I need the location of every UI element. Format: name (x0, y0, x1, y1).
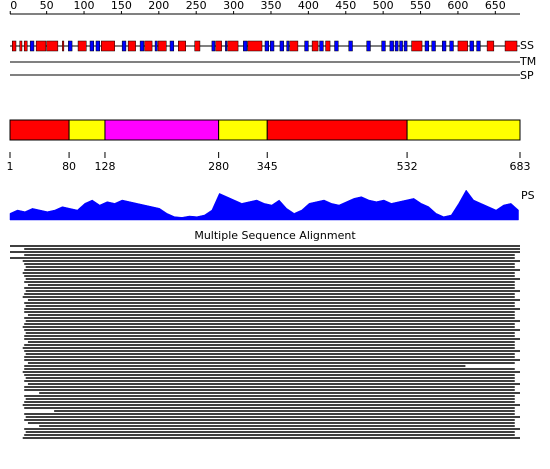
alignment-title: Multiple Sequence Alignment (194, 229, 356, 242)
ruler-label: 400 (298, 0, 319, 12)
strand (403, 40, 408, 52)
strand (319, 40, 324, 52)
strand (476, 40, 481, 52)
strand (169, 40, 175, 52)
helix (11, 40, 17, 52)
ruler-label: 300 (223, 0, 244, 12)
helix (127, 40, 136, 52)
ruler-label: 50 (40, 0, 54, 12)
strand (381, 40, 386, 52)
strand (399, 40, 403, 52)
helix (215, 40, 222, 52)
ruler-label: 550 (410, 0, 431, 12)
boundary-label: 345 (257, 160, 278, 173)
ps-profile (9, 189, 519, 221)
ruler-label: 100 (74, 0, 95, 12)
strand (449, 40, 454, 52)
strand (139, 40, 145, 52)
helix (227, 40, 239, 52)
helix (411, 40, 423, 52)
ruler-label: 350 (260, 0, 281, 12)
strand (394, 40, 399, 52)
helix (457, 40, 468, 52)
domain (218, 119, 268, 141)
ruler-label: 500 (373, 0, 394, 12)
strand (243, 40, 248, 52)
domain (406, 119, 521, 141)
boundary-label: 532 (397, 160, 418, 173)
strand (89, 40, 95, 52)
ss-label: SS (520, 39, 534, 52)
strand (29, 40, 35, 52)
strand (121, 40, 127, 52)
strand (269, 40, 275, 52)
helix (62, 40, 65, 52)
strand (286, 40, 290, 52)
strand (469, 40, 474, 52)
strand (264, 40, 269, 52)
ruler-label: 200 (148, 0, 169, 12)
domain (9, 119, 70, 141)
helix (486, 40, 495, 52)
boundary-label: 1 (7, 160, 14, 173)
boundary-label: 128 (94, 160, 115, 173)
boundary-label: 80 (62, 160, 76, 173)
domain (266, 119, 408, 141)
strand (154, 40, 158, 52)
boundary-label: 683 (510, 160, 531, 173)
strand (424, 40, 430, 52)
helix (23, 40, 28, 52)
helix (247, 40, 263, 52)
helix (194, 40, 201, 52)
strand (389, 40, 394, 52)
helix (35, 40, 47, 52)
strand (225, 40, 228, 52)
helix (19, 40, 23, 52)
strand (68, 40, 73, 52)
ruler-label: 450 (335, 0, 356, 12)
ruler-label: 150 (111, 0, 132, 12)
domain (68, 119, 106, 141)
strand (211, 40, 216, 52)
helix (178, 40, 186, 52)
ruler-label: 0 (10, 0, 17, 12)
sp-label: SP (520, 69, 534, 82)
helix (157, 40, 167, 52)
ruler-label: 250 (186, 0, 207, 12)
helix (144, 40, 153, 52)
helix (289, 40, 299, 52)
helix (77, 40, 87, 52)
domain (104, 119, 220, 141)
helix (311, 40, 319, 52)
boundary-label: 280 (208, 160, 229, 173)
ps-label: PS (521, 189, 535, 202)
strand (95, 40, 100, 52)
ruler-label: 600 (447, 0, 468, 12)
strand (334, 40, 339, 52)
helix (100, 40, 115, 52)
helix (46, 40, 59, 52)
helix (325, 40, 331, 52)
strand (348, 40, 353, 52)
strand (304, 40, 309, 52)
strand (279, 40, 284, 52)
strand (366, 40, 371, 52)
strand (431, 40, 436, 52)
helix (504, 40, 518, 52)
strand (441, 40, 447, 52)
tm-label: TM (519, 55, 536, 68)
ruler-label: 650 (485, 0, 506, 12)
